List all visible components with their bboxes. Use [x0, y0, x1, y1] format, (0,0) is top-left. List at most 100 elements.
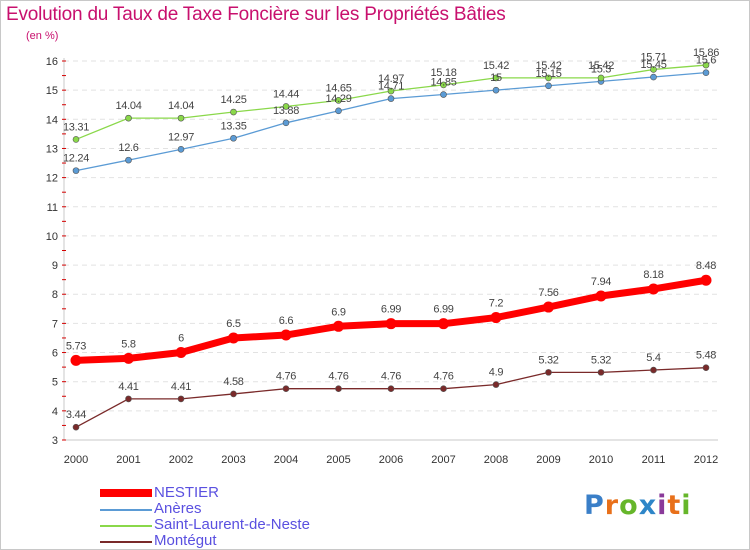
data-label: 5.73	[66, 340, 86, 352]
data-label: 4.41	[118, 381, 138, 393]
data-label: 6.6	[279, 315, 294, 327]
chart-title: Evolution du Taux de Taxe Foncière sur l…	[6, 4, 506, 25]
data-point	[228, 332, 239, 344]
data-label: 5.8	[121, 338, 136, 350]
data-label: 5.32	[538, 354, 558, 366]
data-point	[595, 290, 607, 302]
legend-item: Anères	[100, 500, 400, 518]
data-label: 13.31	[63, 121, 89, 133]
x-tick-label: 2004	[274, 454, 298, 466]
data-point	[175, 347, 187, 359]
data-label: 7.94	[591, 276, 611, 288]
data-label: 6.5	[226, 318, 241, 330]
legend-item: NESTIER	[100, 484, 400, 502]
data-label: 4.76	[276, 371, 296, 383]
legend-label: NESTIER	[154, 484, 220, 501]
data-label: 15	[490, 72, 502, 84]
data-label: 4.58	[223, 376, 243, 388]
x-tick-label: 2010	[589, 454, 613, 466]
data-label: 6.99	[433, 304, 453, 316]
y-tick-label: 16	[46, 56, 58, 68]
data-point	[702, 364, 710, 371]
data-point	[230, 134, 237, 142]
x-tick-label: 2001	[116, 454, 140, 466]
data-point	[648, 283, 659, 295]
legend-label: Montégut	[154, 532, 217, 549]
data-point	[282, 103, 290, 110]
y-tick-label: 11	[47, 202, 58, 214]
data-label: 15.18	[430, 67, 456, 79]
data-label: 15.45	[640, 59, 666, 71]
data-label: 12.6	[118, 142, 138, 154]
y-tick-label: 10	[46, 231, 58, 243]
x-tick-label: 2012	[694, 454, 718, 466]
data-label: 14.44	[273, 88, 299, 100]
y-tick-label: 13	[46, 143, 58, 155]
data-point	[440, 91, 447, 98]
data-point	[125, 156, 132, 164]
x-tick-label: 2002	[169, 454, 193, 466]
data-label: 3.44	[66, 409, 86, 421]
y-tick-label: 9	[52, 260, 58, 272]
data-label: 12.24	[63, 153, 89, 165]
x-tick-label: 2008	[484, 454, 508, 466]
data-label: 8.18	[643, 269, 663, 281]
data-point	[125, 114, 132, 122]
data-label: 15.42	[483, 60, 509, 72]
data-label: 15.86	[693, 47, 719, 59]
data-label: 14.25	[220, 94, 246, 106]
data-point	[702, 69, 710, 76]
data-point	[280, 329, 292, 341]
data-point	[72, 136, 80, 143]
y-tick-label: 12	[46, 173, 58, 185]
data-point	[282, 385, 290, 392]
data-label: 8.48	[696, 260, 716, 272]
data-point	[650, 366, 657, 374]
x-tick-label: 2005	[326, 454, 350, 466]
data-point	[492, 381, 500, 388]
data-point	[650, 73, 657, 81]
y-tick-label: 3	[52, 435, 58, 447]
data-label: 4.9	[489, 367, 504, 379]
y-tick-label: 7	[52, 318, 58, 330]
x-tick-label: 2003	[221, 454, 245, 466]
data-label: 15.42	[588, 60, 614, 72]
plot-area	[64, 61, 718, 440]
data-label: 15.3	[591, 63, 611, 75]
legend-label: Anères	[154, 500, 202, 517]
data-label: 6.99	[381, 304, 401, 316]
data-point	[177, 395, 185, 403]
data-label: 4.76	[381, 371, 401, 383]
data-point	[335, 385, 342, 392]
data-point	[492, 74, 500, 82]
x-tick-label: 2000	[64, 454, 88, 466]
y-tick-label: 5	[52, 377, 58, 389]
data-label: 4.76	[328, 371, 348, 383]
data-point	[545, 74, 552, 82]
data-label: 13.35	[220, 120, 246, 132]
data-point	[70, 354, 82, 366]
data-point	[440, 385, 447, 392]
data-label: 14.97	[378, 73, 404, 85]
data-point	[387, 95, 395, 102]
data-point	[545, 82, 552, 90]
data-label: 14.29	[325, 93, 351, 105]
data-label: 12.97	[168, 131, 194, 143]
data-point	[700, 274, 712, 286]
data-label: 7.56	[538, 287, 558, 299]
data-label: 13.88	[273, 105, 299, 117]
data-point	[597, 74, 605, 82]
data-point	[597, 369, 605, 376]
data-label: 5.48	[696, 350, 716, 362]
data-point	[177, 146, 185, 153]
data-label: 14.65	[325, 82, 351, 94]
data-point	[440, 81, 447, 89]
data-label: 15.42	[535, 60, 561, 72]
legend-swatch	[100, 489, 152, 497]
data-point	[490, 312, 502, 324]
data-label: 5.4	[646, 352, 661, 364]
y-tick-label: 14	[46, 114, 58, 126]
data-point	[230, 390, 237, 398]
proxiti-logo: Proxiti	[584, 490, 692, 521]
